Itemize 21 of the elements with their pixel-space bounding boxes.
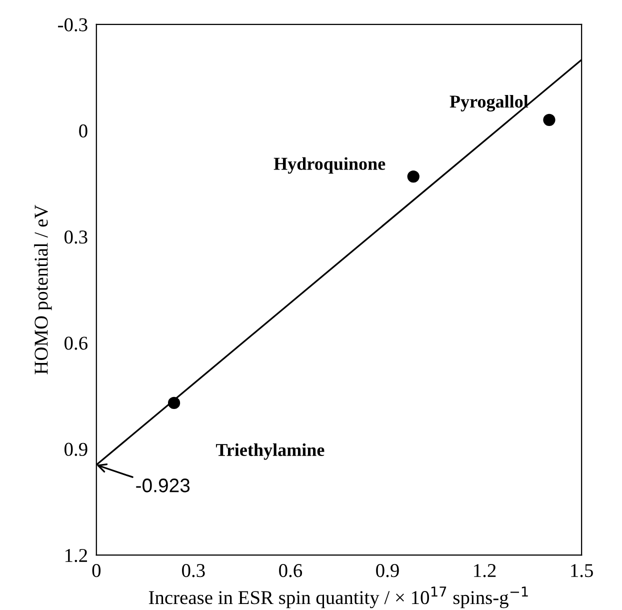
- annotation: Triethylamine: [216, 443, 324, 460]
- x-tick-label: 0: [92, 564, 101, 578]
- point: [543, 114, 556, 126]
- annotation: Hydroquinone: [274, 157, 386, 174]
- y-tick-label: 0.9: [64, 442, 88, 456]
- x-tick-label: 1.2: [474, 564, 496, 578]
- x-tick-label: 1.5: [571, 564, 593, 578]
- y-tick-label: 0: [79, 124, 88, 138]
- x-tick-label: 0.6: [279, 564, 302, 578]
- x-tick-label: 0.3: [182, 564, 205, 578]
- y-tick-label: 0.6: [64, 336, 88, 350]
- y-tick-label: 0.3: [64, 230, 88, 244]
- y-tick-label: 1.2: [65, 548, 88, 562]
- y-tick-label: -0.3: [58, 18, 88, 32]
- y-axis-title: HOMO potential / eV: [34, 204, 52, 374]
- annotation: Pyrogallol: [450, 95, 528, 112]
- x-tick-label: 0.9: [376, 564, 399, 578]
- annotation: -0.923: [136, 478, 190, 492]
- point: [407, 170, 420, 183]
- point: [168, 396, 180, 410]
- x-axis-title: Increase in ESR spin quantity / × 10$^{17}$ spins-g$^{−1}$: [148, 586, 528, 608]
